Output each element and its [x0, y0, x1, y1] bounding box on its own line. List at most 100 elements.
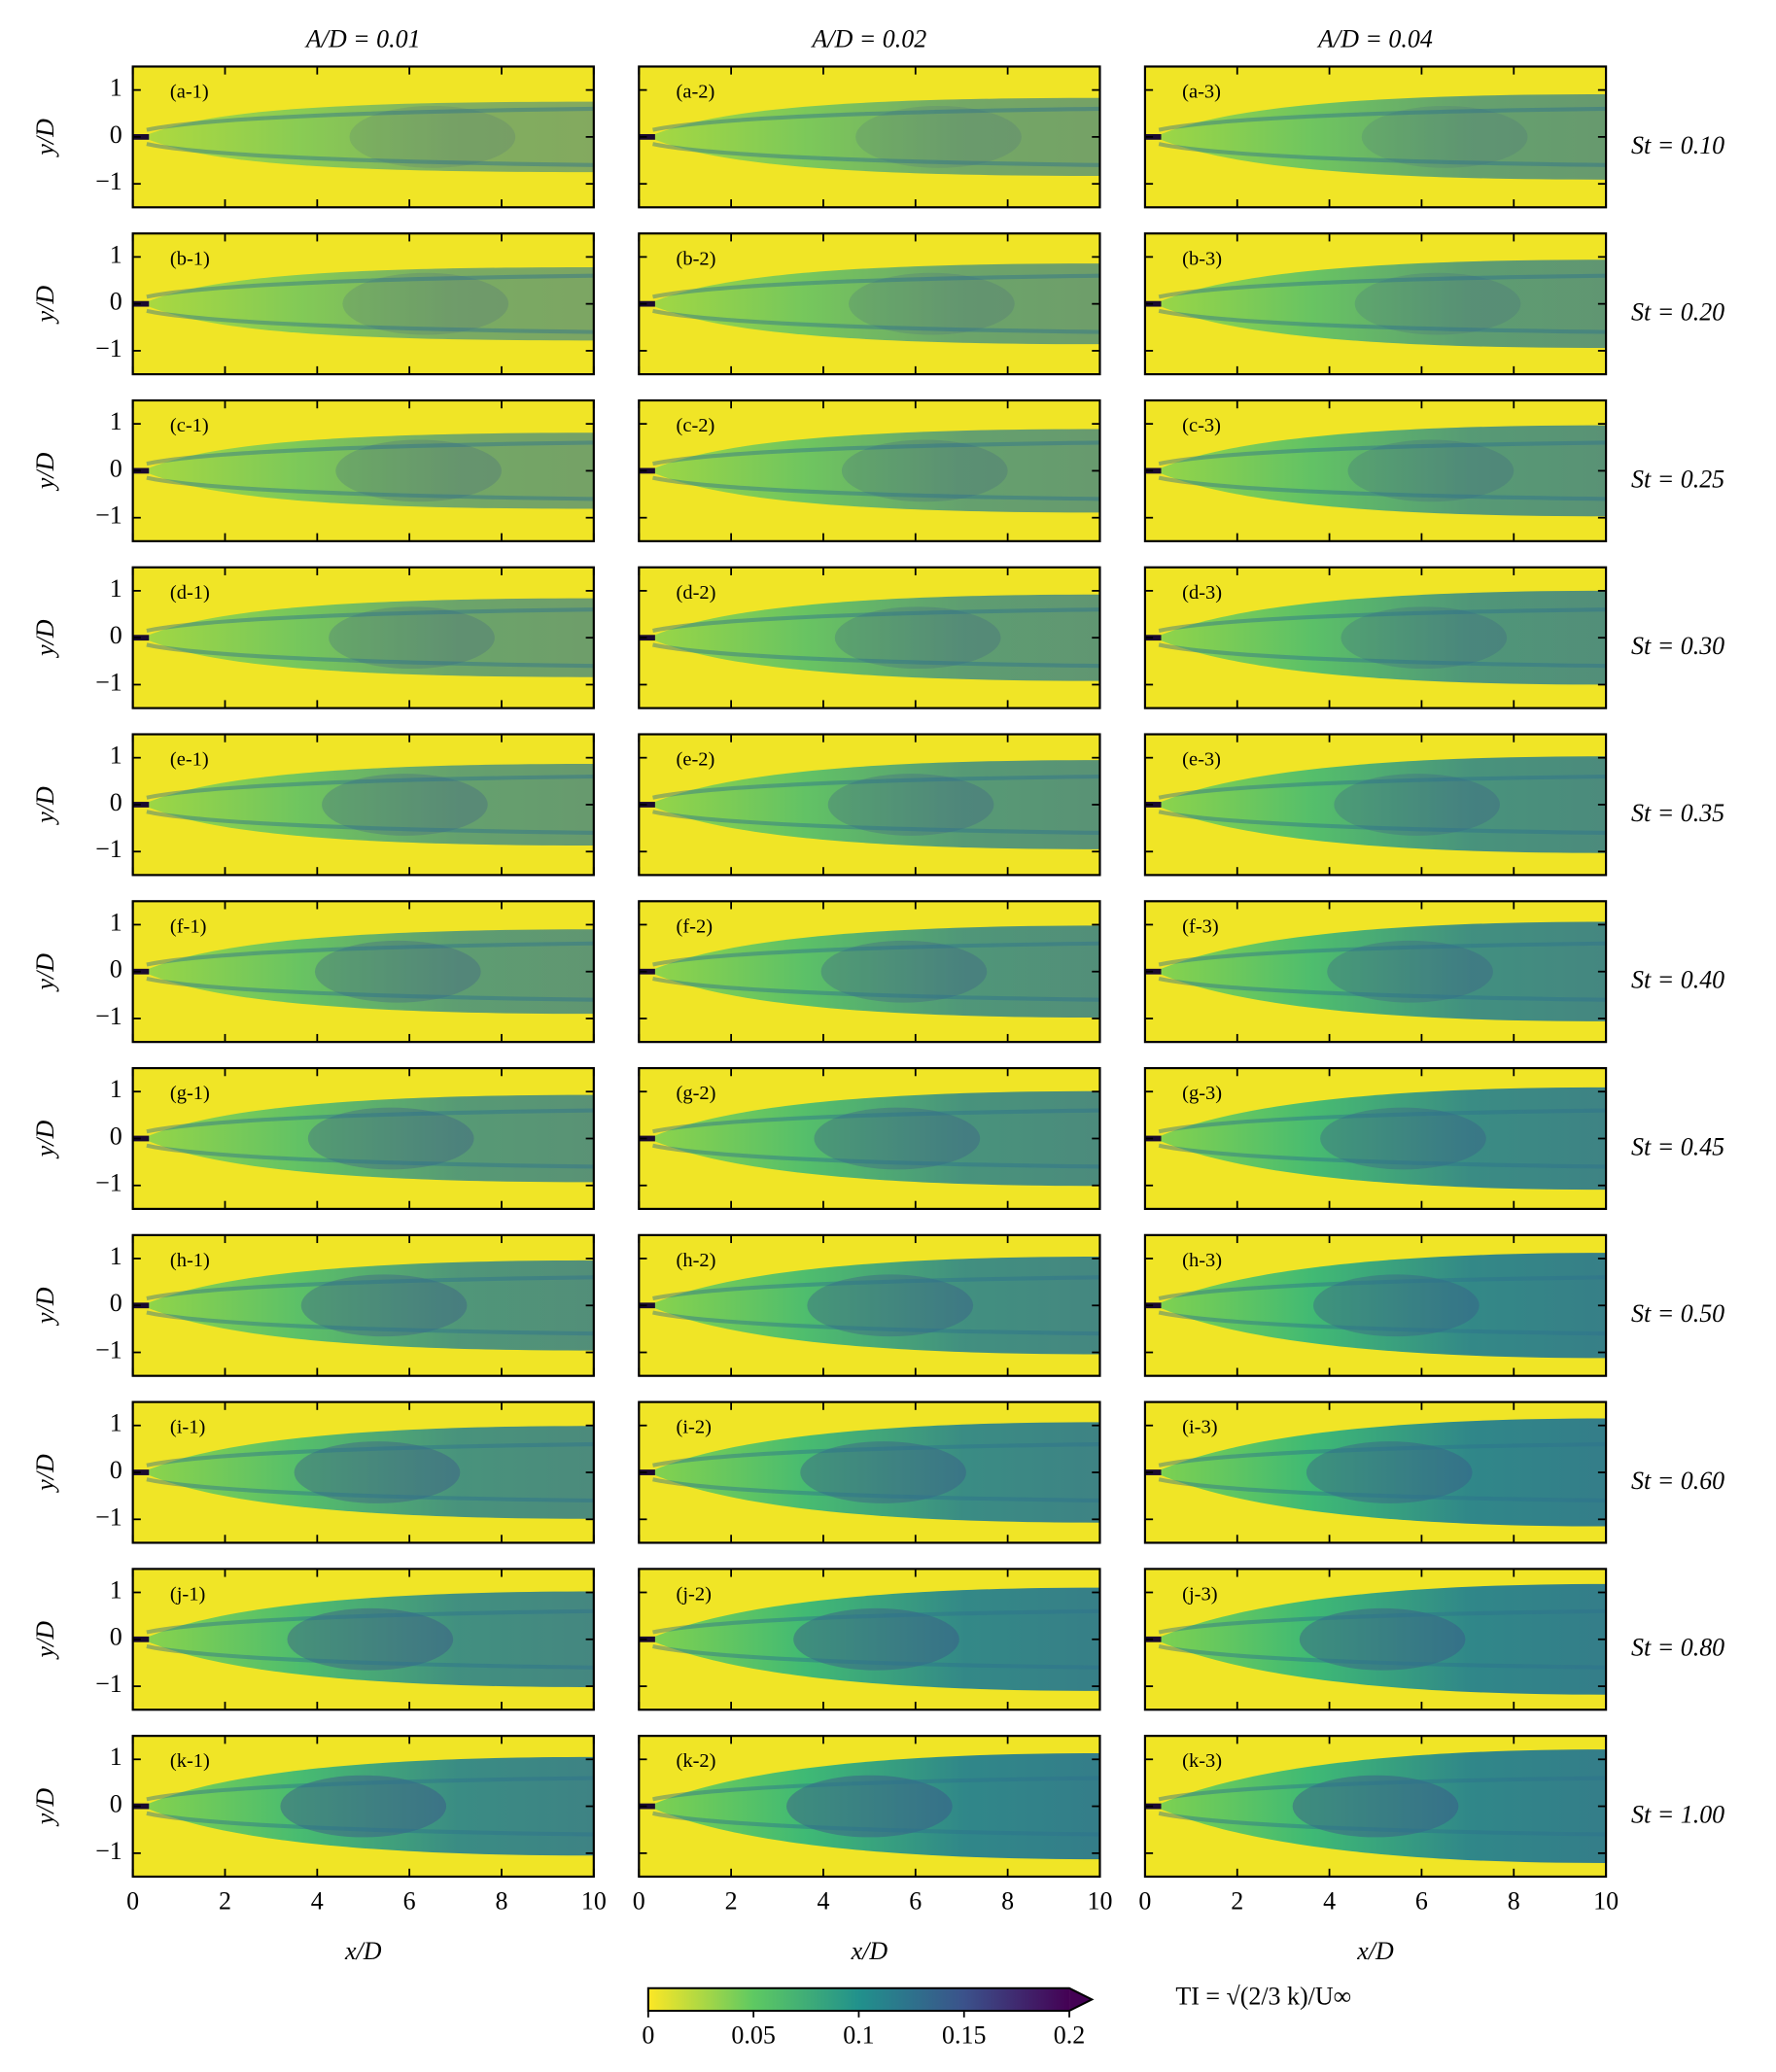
- shear-layer: [652, 475, 1100, 501]
- panel-label: (j-2): [677, 1583, 712, 1605]
- wake-field: [142, 1260, 594, 1351]
- shear-layer: [1158, 1310, 1607, 1336]
- shear-layer: [652, 1776, 1100, 1802]
- panel: (g-2): [638, 1066, 1101, 1211]
- wake-core: [1347, 439, 1515, 502]
- wake-core: [800, 1441, 966, 1503]
- shear-layer: [1158, 642, 1607, 669]
- cylinder: [132, 300, 150, 307]
- wake-core: [1334, 774, 1501, 836]
- wake-field: [1154, 425, 1607, 517]
- y-tick-label: 1: [110, 1242, 122, 1270]
- shear-layer: [1158, 1811, 1607, 1837]
- cylinder: [132, 1469, 150, 1475]
- wake-core: [294, 1441, 461, 1503]
- shear-layer: [652, 1811, 1100, 1837]
- shear-layer: [652, 1608, 1100, 1635]
- panel: (j-2): [638, 1568, 1101, 1711]
- y-tick-label: −1: [95, 1502, 122, 1531]
- y-tick-label: 0: [110, 454, 122, 482]
- x-tick-label: 0: [126, 1886, 139, 1915]
- shear-layer: [652, 1477, 1100, 1503]
- y-tick-label: 0: [110, 621, 122, 649]
- shear-layer: [146, 106, 594, 132]
- y-tick-label: −1: [95, 1837, 122, 1865]
- panel: (f-2): [638, 900, 1101, 1044]
- cylinder: [639, 1469, 655, 1475]
- colorbar-tick-label: 0: [642, 2020, 654, 2049]
- shear-layer: [1158, 273, 1607, 299]
- y-tick-label: 1: [110, 574, 122, 603]
- panel: (e-3): [1143, 733, 1608, 877]
- panel: (e-2): [638, 733, 1101, 877]
- wake-field: [1154, 756, 1607, 853]
- wake-field: [647, 1587, 1100, 1691]
- y-tick-label: 1: [110, 407, 122, 435]
- y-tick-label: −1: [95, 334, 122, 363]
- cylinder: [132, 1636, 150, 1642]
- cylinder: [1144, 1302, 1162, 1309]
- panel: (i-1) −1 0 1 y/D: [31, 1400, 595, 1544]
- wake-field: [1154, 93, 1607, 180]
- panel: (h-2): [638, 1233, 1101, 1377]
- wake-core: [329, 606, 495, 670]
- shear-layer: [1158, 1608, 1607, 1635]
- x-tick-label: 0: [633, 1886, 645, 1915]
- wake-core: [1320, 1107, 1486, 1170]
- shear-layer: [1158, 142, 1607, 167]
- shear-layer: [1158, 941, 1607, 967]
- wake-core: [1292, 1775, 1459, 1838]
- shear-layer: [146, 308, 594, 334]
- shear-layer: [1158, 1644, 1607, 1670]
- panel-label: (i-1): [170, 1417, 205, 1438]
- y-axis-label: y/D: [31, 1121, 59, 1160]
- shear-layer: [652, 1143, 1100, 1169]
- row-label: St = 0.10: [1631, 131, 1724, 159]
- y-tick-label: 0: [110, 1289, 122, 1317]
- shear-layer: [146, 1143, 594, 1169]
- shear-layer: [1158, 475, 1607, 501]
- panel-label: (c-3): [1182, 415, 1221, 436]
- wake-core: [786, 1775, 953, 1838]
- x-tick-label: 10: [581, 1886, 607, 1915]
- panel: (c-1) −1 0 1 y/D: [31, 398, 595, 542]
- y-tick-label: 0: [110, 1456, 122, 1484]
- wake-core: [793, 1607, 959, 1671]
- panel-label: (g-3): [1182, 1083, 1222, 1104]
- wake-field: [647, 1422, 1100, 1523]
- row-label: St = 0.35: [1631, 799, 1724, 827]
- panel-label: (j-1): [170, 1583, 205, 1605]
- cylinder: [1144, 1135, 1162, 1142]
- y-axis-label: y/D: [31, 119, 59, 158]
- y-tick-label: 1: [110, 1409, 122, 1437]
- wake-core: [849, 272, 1015, 335]
- panel: (d-1) −1 0 1 y/D: [31, 566, 595, 709]
- cylinder: [639, 467, 655, 474]
- shear-layer: [146, 1108, 594, 1134]
- row-label: St = 0.80: [1631, 1634, 1724, 1662]
- y-axis-label: y/D: [31, 452, 59, 492]
- panel-label: (g-2): [677, 1083, 716, 1104]
- wake-core: [1361, 106, 1528, 168]
- wake-core: [807, 1274, 974, 1337]
- shear-layer: [652, 1644, 1100, 1670]
- row-label: St = 1.00: [1631, 1800, 1724, 1828]
- y-tick-label: 1: [110, 240, 122, 268]
- wake-field: [142, 266, 594, 341]
- x-tick-label: 6: [1415, 1886, 1428, 1915]
- cylinder: [639, 1135, 655, 1142]
- wake-field: [142, 1094, 594, 1183]
- wake-field: [647, 1753, 1100, 1860]
- cylinder: [132, 1803, 150, 1810]
- colorbar-tick-label: 0.1: [843, 2020, 874, 2049]
- panel: (c-2): [638, 398, 1101, 542]
- shear-layer: [146, 642, 594, 669]
- panel-label: (i-3): [1182, 1417, 1217, 1438]
- panel: (k-2) 0 2 4 6 8 10: [633, 1735, 1112, 1915]
- cylinder: [132, 968, 150, 975]
- panel-label: (a-1): [170, 81, 209, 102]
- panel-label: (b-2): [677, 248, 716, 269]
- panel: (g-3): [1143, 1066, 1608, 1211]
- panel: (d-3): [1143, 566, 1608, 709]
- row-label: St = 0.30: [1631, 632, 1724, 660]
